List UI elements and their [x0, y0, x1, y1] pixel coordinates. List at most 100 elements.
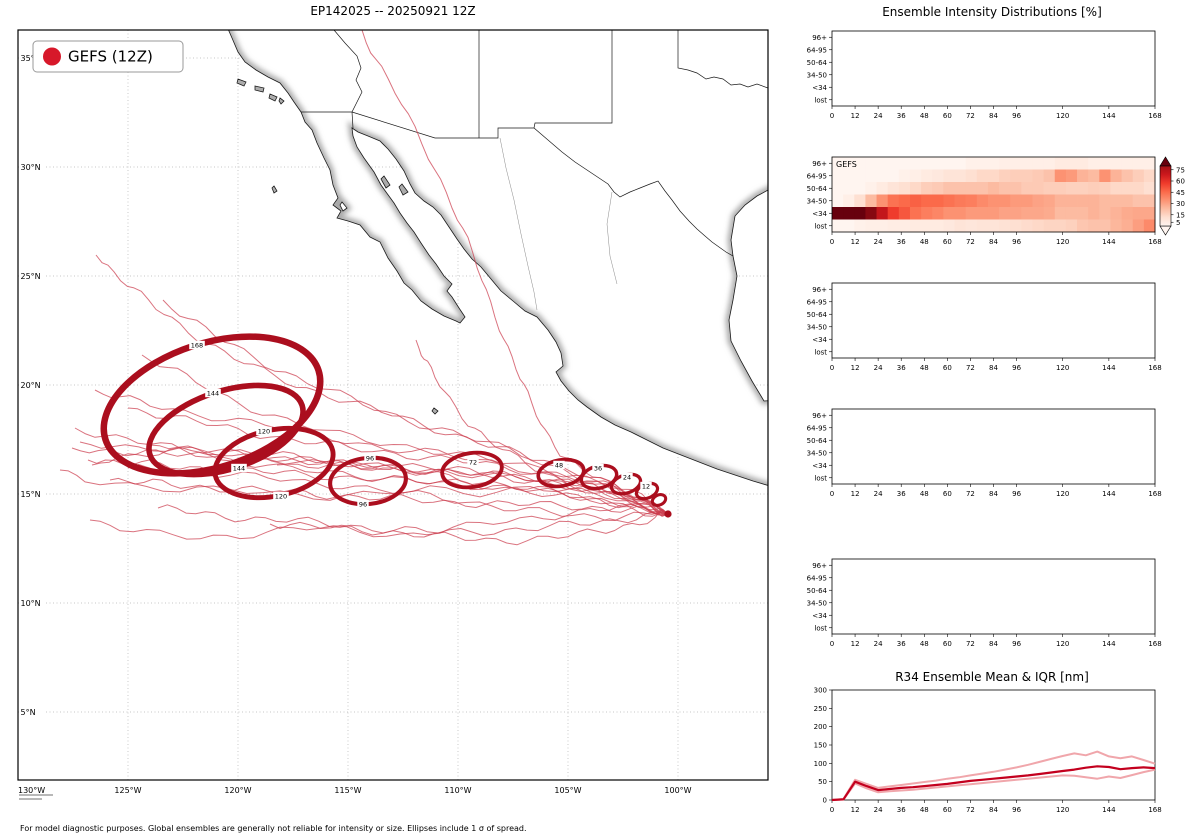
r34-x-tick-label: 84 [989, 806, 998, 814]
heatmap-cell [1021, 157, 1033, 170]
intensity-row-label: 50-64 [807, 185, 828, 193]
heatmap-cell [987, 194, 1000, 208]
intensity-row-label: 50-64 [807, 59, 828, 67]
intensity-row-label: 34-50 [807, 197, 827, 205]
ellipse-hour-label: 144 [233, 464, 245, 472]
heatmap-cell [1088, 219, 1100, 233]
x-tick-label: 96 [1012, 238, 1021, 246]
x-tick-label: 36 [897, 364, 906, 372]
heatmap-cell [1043, 194, 1056, 208]
lat-label-bg [19, 706, 46, 717]
heatmap-cell [898, 182, 911, 195]
heatmap-cell [887, 157, 900, 170]
ellipse-hour-label: 48 [555, 461, 563, 469]
x-tick-label: 12 [851, 112, 860, 120]
state-borders [499, 137, 618, 311]
x-tick-label: 120 [1056, 490, 1069, 498]
spread-ellipses: 168 144 144 120 120 96 96 72 48 36 24 12 [100, 333, 672, 518]
heatmap-cell [1021, 169, 1033, 183]
ensemble-track [87, 459, 669, 515]
hour-label-bg [640, 481, 652, 491]
heatmap-cell [932, 169, 944, 183]
heatmap-cell [943, 157, 955, 170]
heatmap-cell [909, 194, 922, 208]
ensemble-track [127, 407, 669, 516]
heatmap-cell [843, 157, 855, 170]
hour-label-bg [205, 388, 221, 398]
heatmap-cell [1121, 169, 1134, 183]
intensity-row-label: 64-95 [807, 298, 827, 306]
x-tick-label: 120 [1056, 640, 1069, 648]
heatmap-cell [843, 219, 855, 233]
heatmap-cell [921, 182, 933, 195]
x-tick-label: 0 [830, 490, 834, 498]
heatmap-cell [1099, 219, 1111, 233]
heatmap-cell [1110, 194, 1122, 208]
heatmap-cell [1054, 207, 1067, 220]
heatmap-cell [1077, 169, 1089, 183]
heatmap-cell [909, 207, 922, 220]
heatmap-cell [1077, 194, 1089, 208]
heatmap-cell [1021, 219, 1033, 233]
ellipse-hour-label: 120 [275, 492, 287, 500]
heatmap-cell [1032, 207, 1045, 220]
legend-marker-icon [43, 47, 61, 66]
hour-label-bg [621, 472, 633, 482]
x-tick-label: 60 [943, 364, 952, 372]
heatmap-cell [1032, 194, 1045, 208]
hour-label-bg [231, 463, 247, 473]
intensity-row-label: <34 [812, 210, 827, 218]
r34-x-tick-label: 144 [1102, 806, 1116, 814]
heatmap-cell [1099, 194, 1111, 208]
heatmap-cell [954, 207, 967, 220]
intensity-row-label: 64-95 [807, 46, 827, 54]
heatmap-cell [865, 182, 877, 195]
intensity-row-label: 96+ [812, 286, 827, 294]
intensity-row-label: 50-64 [807, 311, 828, 319]
heatmap-cell [976, 194, 989, 208]
heatmap-cell [1065, 207, 1078, 220]
heatmap-cell [1132, 207, 1145, 220]
heatmap-cell [1054, 194, 1067, 208]
intensity-row-label: lost [814, 624, 827, 632]
heatmap-cell [854, 219, 866, 233]
heatmap-cell [965, 219, 978, 233]
intensity-row-label: 64-95 [807, 172, 827, 180]
heatmap-cell [1032, 157, 1045, 170]
intensity-distributions-title: Ensemble Intensity Distributions [%] [882, 5, 1102, 19]
lon-tick-label: 115°W [334, 786, 361, 795]
heatmap-cell [1110, 219, 1122, 233]
heatmap-cell [1132, 219, 1145, 233]
heatmap-cell [976, 169, 989, 183]
heatmap-cell [1143, 219, 1156, 233]
ensemble-track [149, 444, 669, 515]
x-tick-label: 120 [1056, 238, 1069, 246]
heatmap-cell [1054, 219, 1067, 233]
heatmap-cell [1010, 194, 1022, 208]
heatmap-cell [898, 207, 911, 220]
x-tick-label: 96 [1012, 490, 1021, 498]
lon-tick-label: 125°W [114, 786, 141, 795]
x-tick-label: 144 [1102, 490, 1116, 498]
heatmap-cell [843, 207, 855, 220]
heatmap-cell [876, 207, 889, 220]
lat-tick-label: 35°N [21, 54, 41, 63]
heatmap-cell [865, 194, 877, 208]
intensity-row-label: <34 [812, 612, 827, 620]
heatmap-cell [999, 169, 1011, 183]
heatmap-cell [1032, 219, 1045, 233]
heatmap-cell [1099, 157, 1111, 170]
ellipse-hour-label: 144 [207, 389, 219, 397]
heatmap-cell [832, 194, 844, 208]
r34-y-tick-label: 100 [814, 760, 827, 768]
heatmap-cell [832, 157, 844, 170]
r34-x-tick-label: 120 [1056, 806, 1069, 814]
heatmap-cell [1088, 169, 1100, 183]
intensity-row-label: 34-50 [807, 71, 827, 79]
heatmap-cell [909, 219, 922, 233]
heatmap-cell [999, 194, 1011, 208]
x-tick-label: 60 [943, 640, 952, 648]
x-tick-label: 84 [989, 640, 998, 648]
heatmap-cell [1099, 207, 1111, 220]
x-tick-label: 84 [989, 238, 998, 246]
